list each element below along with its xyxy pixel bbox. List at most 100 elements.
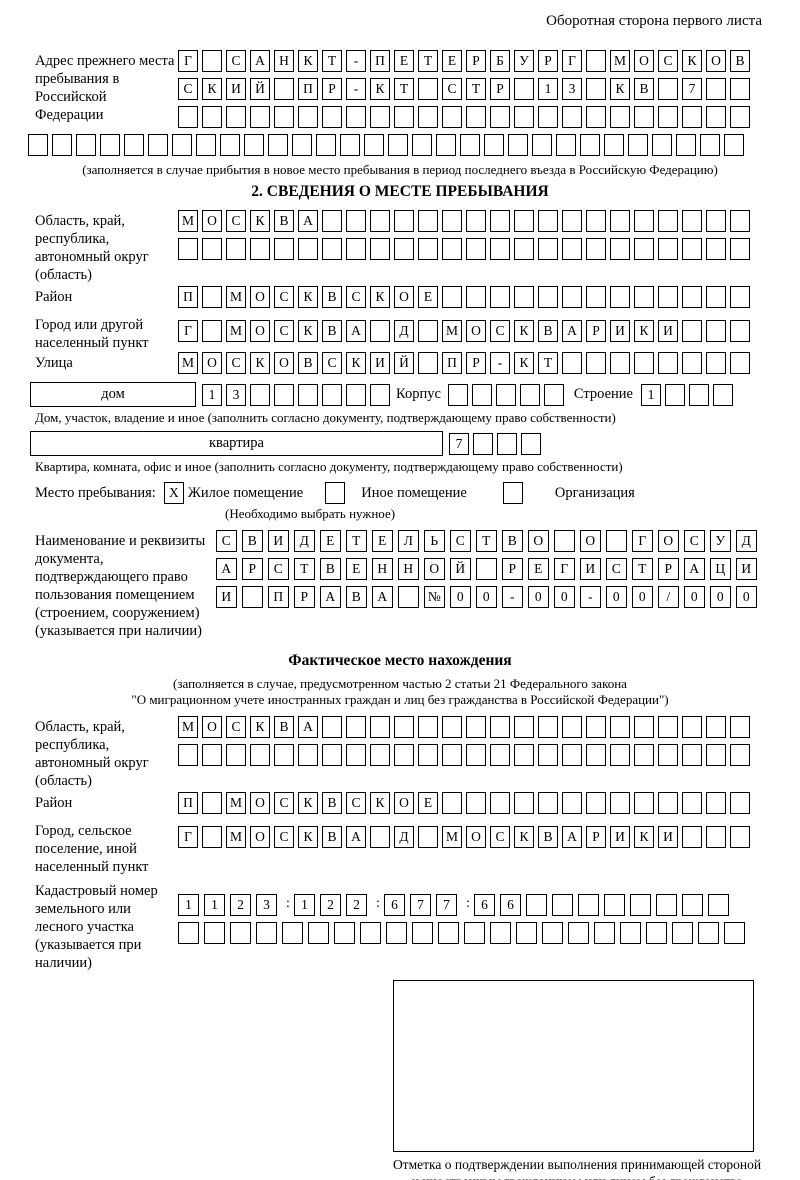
char-box[interactable]: О bbox=[250, 792, 270, 814]
char-box[interactable] bbox=[604, 894, 625, 916]
char-box[interactable]: Т bbox=[293, 558, 315, 580]
char-box[interactable]: 0 bbox=[631, 586, 653, 608]
char-box[interactable]: В bbox=[345, 586, 367, 608]
char-box[interactable] bbox=[519, 383, 540, 406]
char-box[interactable] bbox=[394, 210, 414, 232]
char-box[interactable] bbox=[466, 744, 486, 766]
char-box[interactable] bbox=[100, 134, 120, 156]
char-box[interactable] bbox=[202, 744, 222, 766]
char-box[interactable]: - bbox=[501, 586, 523, 608]
char-box[interactable] bbox=[682, 320, 702, 342]
char-box[interactable] bbox=[202, 238, 222, 260]
char-box[interactable] bbox=[325, 482, 346, 504]
char-box[interactable] bbox=[394, 106, 414, 128]
char-box[interactable]: К bbox=[634, 320, 654, 342]
char-box[interactable] bbox=[586, 238, 606, 260]
char-box[interactable]: С bbox=[178, 78, 198, 100]
char-box[interactable]: В bbox=[538, 320, 558, 342]
char-box[interactable] bbox=[436, 134, 456, 156]
char-box[interactable] bbox=[172, 134, 192, 156]
char-box[interactable] bbox=[610, 106, 630, 128]
char-box[interactable] bbox=[578, 894, 599, 916]
char-box[interactable]: Т bbox=[345, 530, 367, 552]
document-row3[interactable]: И П Р А В А № 0 0-0 0-0 0/0 0 0 bbox=[215, 586, 800, 608]
char-box[interactable] bbox=[658, 716, 678, 738]
char-box[interactable] bbox=[706, 792, 726, 814]
char-box[interactable]: Л bbox=[397, 530, 419, 552]
char-box[interactable] bbox=[634, 352, 654, 374]
char-box[interactable] bbox=[250, 383, 270, 406]
char-box[interactable] bbox=[634, 238, 654, 260]
char-box[interactable]: С bbox=[449, 530, 471, 552]
char-box[interactable] bbox=[538, 106, 558, 128]
char-box[interactable] bbox=[490, 744, 510, 766]
char-box[interactable] bbox=[466, 792, 486, 814]
char-box[interactable]: М bbox=[178, 210, 198, 232]
stay-type-checkbox-organization[interactable] bbox=[502, 482, 527, 504]
char-box[interactable] bbox=[418, 210, 438, 232]
char-box[interactable] bbox=[586, 106, 606, 128]
char-box[interactable] bbox=[397, 586, 419, 608]
char-box[interactable] bbox=[514, 286, 534, 308]
char-box[interactable] bbox=[698, 922, 719, 944]
char-box[interactable] bbox=[706, 744, 726, 766]
char-box[interactable] bbox=[308, 922, 329, 944]
char-box[interactable]: П bbox=[267, 586, 289, 608]
char-box[interactable]: А bbox=[215, 558, 237, 580]
char-box[interactable] bbox=[386, 922, 407, 944]
char-box[interactable]: А bbox=[250, 50, 270, 72]
char-box[interactable]: А bbox=[562, 826, 582, 848]
char-box[interactable] bbox=[586, 792, 606, 814]
char-box[interactable]: К bbox=[298, 320, 318, 342]
char-box[interactable]: О bbox=[250, 826, 270, 848]
char-box[interactable] bbox=[322, 106, 342, 128]
char-box[interactable] bbox=[664, 383, 685, 406]
char-box[interactable] bbox=[244, 134, 264, 156]
char-box[interactable] bbox=[274, 744, 294, 766]
char-box[interactable]: И bbox=[226, 78, 246, 100]
char-box[interactable] bbox=[658, 286, 678, 308]
char-box[interactable] bbox=[658, 744, 678, 766]
char-box[interactable] bbox=[394, 716, 414, 738]
char-box[interactable]: С bbox=[605, 558, 627, 580]
char-box[interactable] bbox=[490, 238, 510, 260]
char-box[interactable] bbox=[730, 286, 750, 308]
char-box[interactable] bbox=[634, 106, 654, 128]
char-box[interactable]: А bbox=[562, 320, 582, 342]
char-box[interactable]: Б bbox=[490, 50, 510, 72]
char-box[interactable] bbox=[552, 894, 573, 916]
char-box[interactable] bbox=[706, 320, 726, 342]
char-box[interactable]: И bbox=[579, 558, 601, 580]
char-box[interactable] bbox=[148, 134, 168, 156]
char-box[interactable] bbox=[708, 894, 729, 916]
char-box[interactable]: В bbox=[634, 78, 654, 100]
char-box[interactable] bbox=[370, 826, 390, 848]
char-box[interactable] bbox=[562, 716, 582, 738]
char-box[interactable] bbox=[594, 922, 615, 944]
char-box[interactable]: К bbox=[682, 50, 702, 72]
char-box[interactable] bbox=[672, 922, 693, 944]
char-box[interactable] bbox=[178, 922, 199, 944]
char-box[interactable] bbox=[543, 383, 564, 406]
char-box[interactable]: С bbox=[274, 286, 294, 308]
char-box[interactable] bbox=[298, 238, 318, 260]
char-box[interactable]: 3 bbox=[562, 78, 582, 100]
char-box[interactable]: 1 bbox=[178, 894, 199, 916]
char-box[interactable] bbox=[508, 134, 528, 156]
char-box[interactable]: В bbox=[501, 530, 523, 552]
char-box[interactable] bbox=[568, 922, 589, 944]
char-box[interactable] bbox=[562, 352, 582, 374]
char-box[interactable] bbox=[610, 286, 630, 308]
char-box[interactable] bbox=[514, 78, 534, 100]
char-box[interactable]: О bbox=[423, 558, 445, 580]
char-box[interactable] bbox=[418, 744, 438, 766]
char-box[interactable]: С bbox=[683, 530, 705, 552]
char-box[interactable] bbox=[610, 716, 630, 738]
char-box[interactable]: - bbox=[490, 352, 510, 374]
char-box[interactable]: 2 bbox=[346, 894, 367, 916]
char-box[interactable] bbox=[562, 238, 582, 260]
char-box[interactable] bbox=[490, 210, 510, 232]
char-box[interactable]: 6 bbox=[474, 894, 495, 916]
char-box[interactable]: А bbox=[298, 210, 318, 232]
